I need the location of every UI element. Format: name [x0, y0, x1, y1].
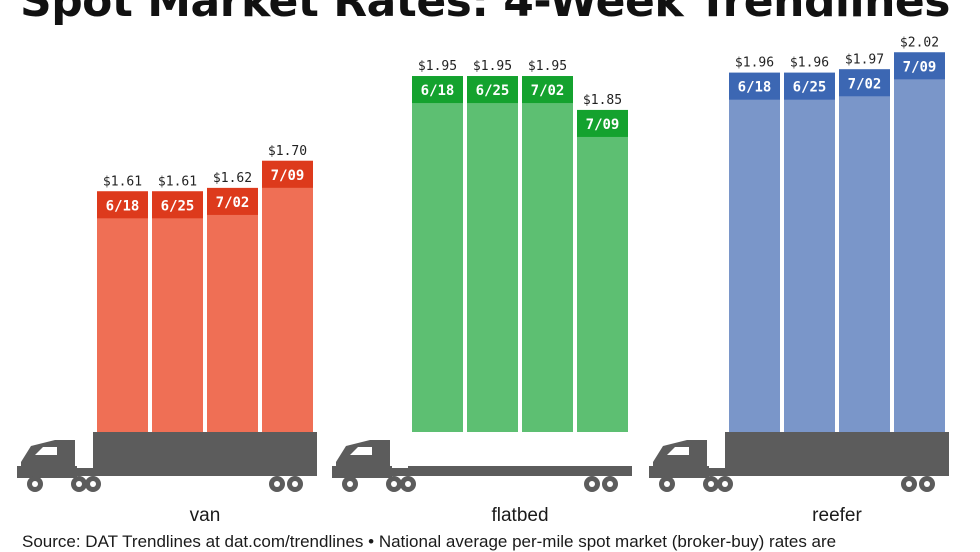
- truck-window: [35, 447, 57, 455]
- truck-wheel-hub: [292, 481, 298, 487]
- truck-bumper: [332, 466, 392, 478]
- value-label: $1.95: [418, 59, 457, 74]
- bar-band: [577, 109, 628, 137]
- bar-band: [729, 72, 780, 100]
- source-note: Source: DAT Trendlines at dat.com/trendl…: [22, 532, 837, 551]
- truck-wheel-hub: [405, 481, 411, 487]
- date-label: 6/25: [161, 198, 195, 214]
- truck-bumper: [649, 466, 709, 478]
- date-label: 7/09: [271, 168, 305, 184]
- bar-band: [894, 52, 945, 80]
- value-label: $1.95: [528, 59, 567, 74]
- truck-wheel-hub: [347, 481, 353, 487]
- truck-window: [667, 447, 689, 455]
- bar-van-7-09: [262, 160, 313, 433]
- bar-band: [839, 69, 890, 97]
- truck-bumper: [17, 466, 77, 478]
- truck-wheel-hub: [391, 481, 397, 487]
- date-label: 6/18: [106, 198, 140, 214]
- value-label: $1.62: [213, 171, 252, 186]
- value-label: $1.96: [790, 56, 829, 71]
- date-label: 7/02: [531, 83, 565, 99]
- date-label: 6/25: [476, 83, 510, 99]
- value-label: $1.96: [735, 56, 774, 71]
- bar-band: [97, 191, 148, 219]
- value-label: $1.70: [268, 144, 307, 159]
- truck-cab: [21, 440, 75, 472]
- date-label: 6/18: [738, 80, 772, 96]
- bar-band: [207, 187, 258, 215]
- truck-wheel-hub: [90, 481, 96, 487]
- bar-flatbed-6-18: [412, 76, 463, 433]
- truck-wheel-hub: [722, 481, 728, 487]
- bar-reefer-6-18: [729, 72, 780, 432]
- truck-chassis: [73, 468, 317, 476]
- bar-band: [412, 76, 463, 104]
- bar-band: [262, 160, 313, 188]
- truck-window: [350, 447, 372, 455]
- date-label: 6/25: [793, 80, 827, 96]
- date-label: 7/09: [586, 117, 620, 133]
- bar-flatbed-7-02: [522, 76, 573, 433]
- bar-band: [784, 72, 835, 100]
- truck-wheel-hub: [607, 481, 613, 487]
- bar-band: [152, 191, 203, 219]
- value-label: $1.95: [473, 59, 512, 74]
- bar-flatbed-7-09: [577, 109, 628, 432]
- bar-reefer-7-02: [839, 69, 890, 433]
- date-label: 6/18: [421, 83, 455, 99]
- truck-wheel-hub: [32, 481, 38, 487]
- truck-cab: [653, 440, 707, 472]
- bar-flatbed-6-25: [467, 76, 518, 433]
- group-label-flatbed: flatbed: [491, 505, 548, 526]
- semi-truck-icon: [17, 432, 317, 492]
- date-label: 7/02: [216, 195, 250, 211]
- bar-reefer-6-25: [784, 72, 835, 432]
- group-label-reefer: reefer: [812, 505, 862, 526]
- bar-reefer-7-09: [894, 52, 945, 432]
- value-label: $1.61: [158, 174, 197, 189]
- group-label-van: van: [190, 505, 221, 526]
- trailer-box: [93, 432, 317, 470]
- truck-cab: [336, 440, 390, 472]
- value-label: $1.97: [845, 52, 884, 67]
- truck-wheel-hub: [274, 481, 280, 487]
- bar-van-6-18: [97, 191, 148, 432]
- truck-wheel-hub: [924, 481, 930, 487]
- bar-band: [522, 76, 573, 104]
- truck-wheel-hub: [906, 481, 912, 487]
- bar-van-7-02: [207, 187, 258, 432]
- semi-truck-icon: [332, 440, 632, 492]
- semi-truck-icon: [649, 432, 949, 492]
- truck-wheel-hub: [76, 481, 82, 487]
- truck-chassis: [705, 468, 949, 476]
- truck-wheel-hub: [589, 481, 595, 487]
- value-label: $2.02: [900, 35, 939, 50]
- bar-van-6-25: [152, 191, 203, 432]
- chart-title: Spot Market Rates: 4-Week Trendlines: [20, 0, 950, 27]
- truck-wheel-hub: [708, 481, 714, 487]
- truck-wheel-hub: [664, 481, 670, 487]
- trailer-box: [725, 432, 949, 470]
- value-label: $1.61: [103, 174, 142, 189]
- bar-band: [467, 76, 518, 104]
- value-label: $1.85: [583, 93, 622, 108]
- date-label: 7/02: [848, 76, 882, 92]
- flatbed-deck: [408, 466, 632, 474]
- date-label: 7/09: [903, 59, 937, 75]
